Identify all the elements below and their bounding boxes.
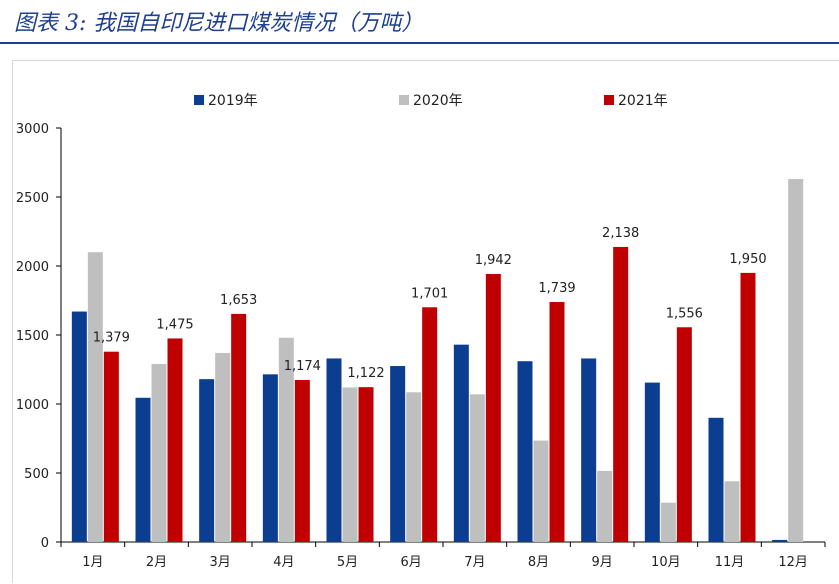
bar-2021年-8月 xyxy=(549,302,565,542)
x-tick-label: 11月 xyxy=(715,555,745,570)
bar-2020年-1月 xyxy=(87,252,103,542)
bar-2021年-1月 xyxy=(103,351,119,542)
bars xyxy=(71,179,804,542)
data-label-2021: 1,653 xyxy=(220,293,257,308)
x-tick-label: 12月 xyxy=(778,555,808,570)
data-label-2021: 1,475 xyxy=(156,317,193,332)
x-tick-label: 7月 xyxy=(464,555,485,570)
data-label-2021: 1,122 xyxy=(347,366,384,381)
x-tick-label: 9月 xyxy=(592,555,613,570)
legend-label: 2020年 xyxy=(413,93,463,109)
bar-2019年-3月 xyxy=(199,379,215,542)
chart-title: 图表 3: 我国自印尼进口煤炭情况（万吨） xyxy=(14,11,424,36)
y-tick-label: 3000 xyxy=(16,122,49,137)
chart-frame: 2019年 2020年 2021年 0 500 1000 1500 2000 2500 3000… xyxy=(12,60,839,583)
bar-2021年-2月 xyxy=(167,338,183,542)
x-tick-label: 2月 xyxy=(146,555,167,570)
bar-2019年-10月 xyxy=(644,382,660,542)
y-tick-label: 1500 xyxy=(16,329,49,344)
bar-2020年-7月 xyxy=(469,394,485,542)
data-label-2021: 2,138 xyxy=(602,226,639,241)
x-tick-label: 10月 xyxy=(651,555,681,570)
x-tick-label: 4月 xyxy=(273,555,294,570)
bar-2020年-9月 xyxy=(597,470,613,542)
bar-2020年-2月 xyxy=(151,363,167,542)
bar-2019年-1月 xyxy=(71,311,87,542)
bar-2019年-12月 xyxy=(772,539,788,542)
bar-2020年-8月 xyxy=(533,440,549,542)
bar-2019年-7月 xyxy=(453,344,469,542)
bar-2021年-9月 xyxy=(613,246,629,542)
data-label-2021: 1,739 xyxy=(538,281,575,296)
x-tick-label: 6月 xyxy=(401,555,422,570)
x-tick-label: 5月 xyxy=(337,555,358,570)
data-label-2021: 1,556 xyxy=(666,306,703,321)
axes: 0 500 1000 1500 2000 2500 3000 1月 2月 3月 4月 5月 6月 7月 8月… xyxy=(16,122,826,570)
bar-2021年-4月 xyxy=(294,379,310,542)
y-tick-label: 2000 xyxy=(16,260,49,275)
bar-2021年-3月 xyxy=(231,313,247,542)
bar-2019年-6月 xyxy=(390,366,406,542)
legend-swatch xyxy=(194,95,204,105)
data-labels: 1,379 1,475 1,653 1,174 1,122 1,701 1,942 1,739… xyxy=(93,226,767,381)
bar-2020年-10月 xyxy=(660,502,676,542)
bar-2020年-12月 xyxy=(788,179,804,542)
header: 图表 3: 我国自印尼进口煤炭情况（万吨） xyxy=(0,0,839,44)
legend-swatch xyxy=(604,95,614,105)
x-tick-label: 1月 xyxy=(82,555,103,570)
y-tick-label: 500 xyxy=(24,467,49,482)
bar-2020年-6月 xyxy=(406,392,422,542)
data-label-2021: 1,701 xyxy=(411,286,448,301)
bar-2020年-11月 xyxy=(724,481,740,542)
x-tick-label: 8月 xyxy=(528,555,549,570)
data-label-2021: 1,950 xyxy=(729,252,766,267)
legend: 2019年 2020年 2021年 xyxy=(194,93,668,109)
bar-2019年-2月 xyxy=(135,397,151,542)
y-tick-label: 2500 xyxy=(16,191,49,206)
bar-2021年-11月 xyxy=(740,272,756,542)
bar-2020年-3月 xyxy=(215,352,231,542)
bar-2019年-4月 xyxy=(262,374,278,542)
y-tick-label: 0 xyxy=(41,536,49,551)
legend-label: 2019年 xyxy=(208,93,258,109)
bar-2019年-9月 xyxy=(581,358,597,542)
bar-2019年-8月 xyxy=(517,361,533,542)
x-tick-label: 3月 xyxy=(210,555,231,570)
bar-2021年-5月 xyxy=(358,387,374,542)
bar-2019年-11月 xyxy=(708,417,724,542)
bar-2019年-5月 xyxy=(326,358,342,542)
bar-chart: 2019年 2020年 2021年 0 500 1000 1500 2000 2500 3000… xyxy=(16,93,826,570)
data-label-2021: 1,942 xyxy=(475,253,512,268)
data-label-2021: 1,174 xyxy=(284,359,321,374)
legend-label: 2021年 xyxy=(618,93,668,109)
legend-swatch xyxy=(399,95,409,105)
header-divider xyxy=(0,42,839,44)
bar-2020年-5月 xyxy=(342,387,358,542)
y-tick-label: 1000 xyxy=(16,398,49,413)
bar-2021年-7月 xyxy=(485,274,501,542)
bar-2021年-6月 xyxy=(422,307,438,542)
bar-2021年-10月 xyxy=(676,327,692,542)
data-label-2021: 1,379 xyxy=(93,331,130,346)
bar-2020年-4月 xyxy=(278,337,294,542)
